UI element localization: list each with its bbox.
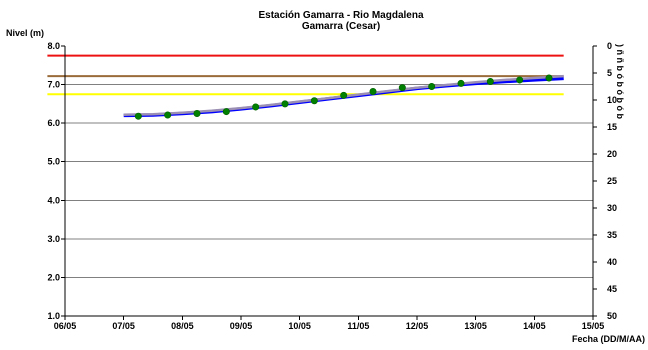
y2-axis-title: ) ñ ñ b ó b ó b ó b	[615, 44, 625, 119]
y2-tick-label: 20	[607, 149, 617, 159]
x-axis-title: Fecha (DD/M/AA)	[572, 334, 645, 344]
data-point	[281, 100, 289, 108]
x-tick-label: 10/05	[288, 321, 311, 331]
data-point	[193, 110, 201, 118]
y2-tick-label: 40	[607, 257, 617, 267]
data-point	[457, 79, 465, 87]
y2-tick-label: 35	[607, 230, 617, 240]
y-tick-label: 5.0	[47, 157, 60, 167]
y2-tick-label: 0	[607, 41, 612, 51]
data-point	[222, 108, 230, 116]
data-point	[164, 111, 172, 119]
data-point	[516, 76, 524, 84]
y-tick-label: 1.0	[47, 311, 60, 321]
y-axis-title: Nivel (m)	[6, 28, 44, 38]
y2-tick-label: 45	[607, 284, 617, 294]
y-tick-label: 2.0	[47, 272, 60, 282]
y2-tick-label: 25	[607, 176, 617, 186]
data-point	[134, 112, 142, 120]
data-point	[428, 83, 436, 91]
data-point	[486, 77, 494, 85]
y2-tick-label: 15	[607, 122, 617, 132]
data-point	[252, 103, 260, 111]
x-tick-label: 11/05	[347, 321, 369, 331]
data-point	[310, 97, 318, 105]
chart-title: Estación Gamarra - Rio Magdalena	[258, 10, 423, 21]
x-tick-label: 14/05	[523, 321, 546, 331]
gridlines	[65, 84, 593, 278]
reference-lines	[47, 54, 564, 96]
y-tick-label: 8.0	[47, 41, 60, 51]
series-layer	[123, 74, 564, 120]
data-point	[340, 91, 348, 99]
x-tick-label: 13/05	[464, 321, 487, 331]
y2-tick-label: 30	[607, 203, 617, 213]
x-tick-label: 06/05	[54, 321, 77, 331]
y2-tick-label: 10	[607, 95, 617, 105]
chart-subtitle: Gamarra (Cesar)	[302, 21, 380, 32]
y-tick-label: 7.0	[47, 80, 60, 90]
x-tick-label: 15/05	[582, 321, 605, 331]
data-point	[369, 88, 377, 96]
y2-tick-label: 5	[607, 68, 612, 78]
data-point	[398, 84, 406, 92]
x-tick-label: 08/05	[171, 321, 194, 331]
x-tick-label: 07/05	[112, 321, 135, 331]
axes	[64, 46, 594, 317]
y2-tick-label: 50	[607, 311, 617, 321]
x-tick-label: 12/05	[406, 321, 429, 331]
tick-labels: 8.0 7.0 6.0 5.0 4.0 3.0 2.0 1.0 0 5 10 15 20 25 30 35 40…	[47, 41, 617, 331]
y-tick-label: 3.0	[47, 234, 60, 244]
y-tick-label: 6.0	[47, 118, 60, 128]
y-tick-label: 4.0	[47, 195, 60, 205]
x-tick-label: 09/05	[230, 321, 253, 331]
data-point	[545, 74, 553, 82]
